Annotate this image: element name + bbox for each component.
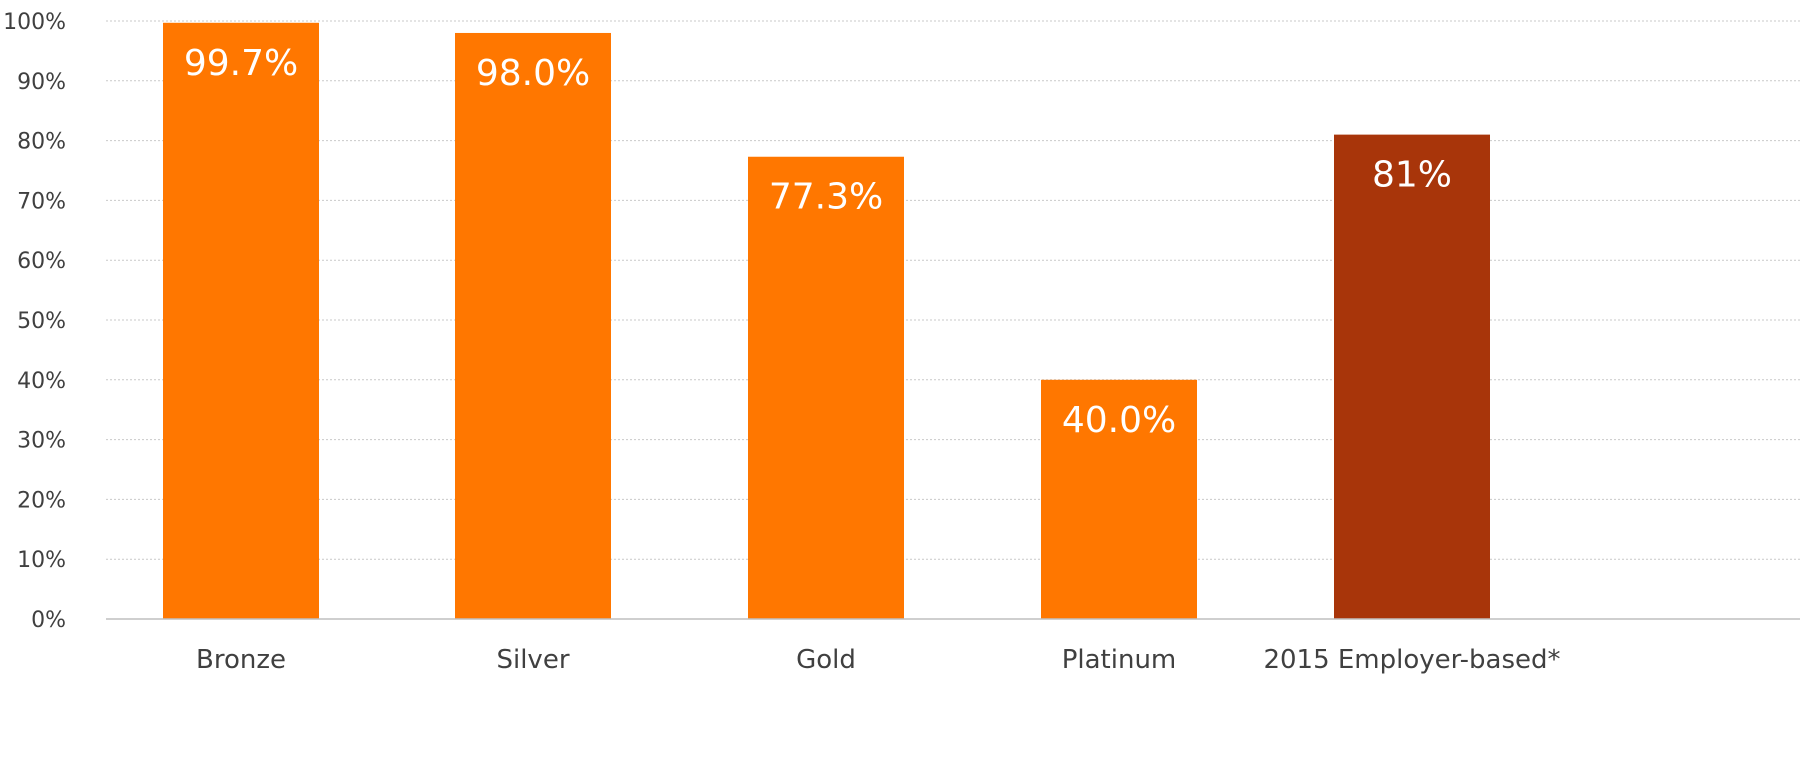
data-label: 98.0% — [476, 53, 590, 94]
bar-silver — [455, 32, 611, 619]
y-tick-label: 50% — [17, 309, 66, 334]
y-axis-tick-labels: 0% 10% 20% 30% 40% 50% 60% 70% 80% 90% 100% — [3, 10, 66, 633]
x-category-label: 2015 Employer-based* — [1263, 645, 1560, 675]
data-label: 81% — [1372, 155, 1452, 196]
data-label: 40.0% — [1062, 400, 1176, 441]
y-tick-label: 80% — [17, 130, 66, 155]
y-tick-label: 40% — [17, 369, 66, 394]
gridlines — [106, 20, 1800, 560]
bar-2015-employer-based — [1334, 134, 1490, 619]
x-category-label: Platinum — [1062, 645, 1177, 675]
y-tick-label: 70% — [17, 189, 66, 214]
x-category-label: Bronze — [196, 645, 286, 675]
bar-gold — [748, 156, 904, 619]
bar-bronze — [163, 22, 319, 619]
y-tick-label: 100% — [3, 10, 66, 35]
bars — [163, 22, 1490, 619]
x-category-label: Silver — [496, 645, 569, 675]
y-tick-label: 90% — [17, 70, 66, 95]
y-tick-label: 60% — [17, 249, 66, 274]
x-axis-category-labels: Bronze Silver Gold Platinum 2015 Employer-ba… — [196, 645, 1561, 675]
y-tick-label: 0% — [31, 608, 66, 633]
data-label: 99.7% — [184, 43, 298, 84]
data-label: 77.3% — [769, 177, 883, 218]
y-tick-label: 20% — [17, 488, 66, 513]
data-labels: 99.7% 98.0% 77.3% 40.0% 81% — [184, 43, 1452, 441]
bar-platinum — [1041, 379, 1197, 619]
y-tick-label: 10% — [17, 548, 66, 573]
y-tick-label: 30% — [17, 429, 66, 454]
x-category-label: Gold — [796, 645, 856, 675]
